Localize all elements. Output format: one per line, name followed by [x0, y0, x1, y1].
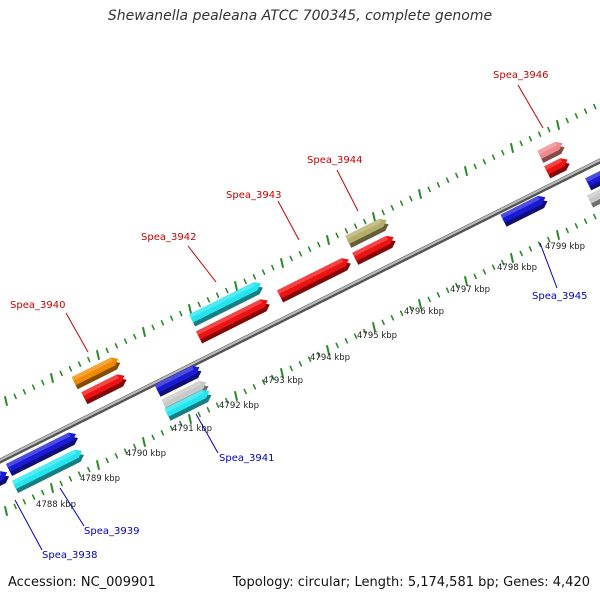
genes-label: Genes: [503, 575, 549, 590]
gene-spea-3941-feature[interactable] [154, 365, 202, 397]
tick-label: 4796 kbp [404, 307, 444, 317]
gene-spea-3939-feature[interactable] [12, 449, 84, 494]
gene-spea-3940-feature[interactable] [71, 357, 121, 390]
svg-text:Spea_3938: Spea_3938 [42, 550, 97, 561]
gene-spea-3938-feature[interactable] [6, 432, 78, 477]
ruler-dots [4, 103, 597, 516]
tick-label: 4798 kbp [497, 263, 537, 273]
length-value: 5,174,581 bp [407, 575, 495, 590]
ruler-dots-upper [4, 103, 597, 406]
gene-labels: Spea_3940 Spea_3942 Spea_3943 Spea_3944 Spea… [10, 70, 587, 561]
gene-edge-blue-feature[interactable] [585, 170, 600, 191]
gene-spea-3946-feature[interactable] [537, 141, 565, 163]
accession-label: Accession: [8, 575, 77, 590]
gene-spea-3945-feature[interactable] [500, 195, 548, 227]
tick-labels: 4788 kbp 4789 kbp 4790 kbp 4791 kbp 4792 kbp… [36, 242, 585, 510]
gene-label-spea-3938[interactable]: Spea_3938 [14, 499, 97, 561]
tick-label: 4788 kbp [36, 500, 76, 510]
tick-label: 4797 kbp [450, 285, 490, 295]
gene-edge-grey-feature[interactable] [587, 189, 600, 208]
accession-footer: Accession: NC_009901 [8, 575, 156, 590]
svg-text:Spea_3945: Spea_3945 [532, 291, 587, 302]
svg-text:Spea_3939: Spea_3939 [84, 526, 139, 537]
topology-value: circular [297, 575, 346, 590]
gene-spea-3941c-feature[interactable] [164, 389, 212, 421]
gene-spea-3943a-feature[interactable] [196, 299, 270, 344]
gene-spea-3943-feature[interactable] [277, 258, 351, 303]
tick-label: 4794 kbp [310, 353, 350, 363]
gene-label-spea-3939[interactable]: Spea_3939 [59, 487, 139, 537]
gene-label-spea-3942[interactable]: Spea_3942 [141, 232, 217, 283]
svg-text:Spea_3944: Spea_3944 [307, 155, 362, 166]
gene-label-spea-3946[interactable]: Spea_3946 [493, 70, 548, 129]
tick-label: 4799 kbp [545, 242, 585, 252]
svg-text:Spea_3943: Spea_3943 [226, 190, 281, 201]
gene-edge-left-feature[interactable] [0, 471, 10, 488]
svg-text:Spea_3942: Spea_3942 [141, 232, 196, 243]
svg-text:Spea_3940: Spea_3940 [10, 300, 65, 311]
tick-label: 4790 kbp [126, 449, 166, 459]
ruler-dots-lower [4, 213, 597, 516]
gene-spea-3942-feature[interactable] [189, 282, 263, 327]
svg-text:Spea_3946: Spea_3946 [493, 70, 548, 81]
gene-label-spea-3944[interactable]: Spea_3944 [307, 155, 362, 212]
gene-spea-3944b-feature[interactable] [352, 235, 396, 265]
gene-label-spea-3943[interactable]: Spea_3943 [226, 190, 300, 241]
genes-value: 4,420 [552, 575, 590, 590]
tick-label: 4791 kbp [172, 424, 212, 434]
svg-text:Spea_3941: Spea_3941 [219, 453, 274, 464]
gene-spea-3940b-feature[interactable] [81, 374, 127, 405]
gene-label-spea-3940[interactable]: Spea_3940 [10, 300, 89, 353]
accession-value: NC_009901 [80, 575, 156, 590]
gene-features [0, 141, 600, 494]
tick-label: 4795 kbp [357, 331, 397, 341]
gene-spea-3946b-feature[interactable] [544, 158, 570, 179]
gene-spea-3944-feature[interactable] [345, 218, 389, 248]
map-title: Shewanella pealeana ATCC 700345, complet… [107, 8, 493, 24]
gene-label-spea-3945[interactable]: Spea_3945 [532, 242, 587, 302]
genome-backbone [0, 158, 600, 464]
tick-label: 4792 kbp [219, 401, 259, 411]
gene-label-spea-3941[interactable]: Spea_3941 [195, 413, 274, 464]
tick-label: 4793 kbp [263, 376, 303, 386]
genome-summary-footer: Topology: circular; Length: 5,174,581 bp… [232, 575, 590, 590]
tick-label: 4789 kbp [80, 474, 120, 484]
length-label: Length: [354, 575, 404, 590]
topology-label: Topology: [232, 575, 294, 590]
